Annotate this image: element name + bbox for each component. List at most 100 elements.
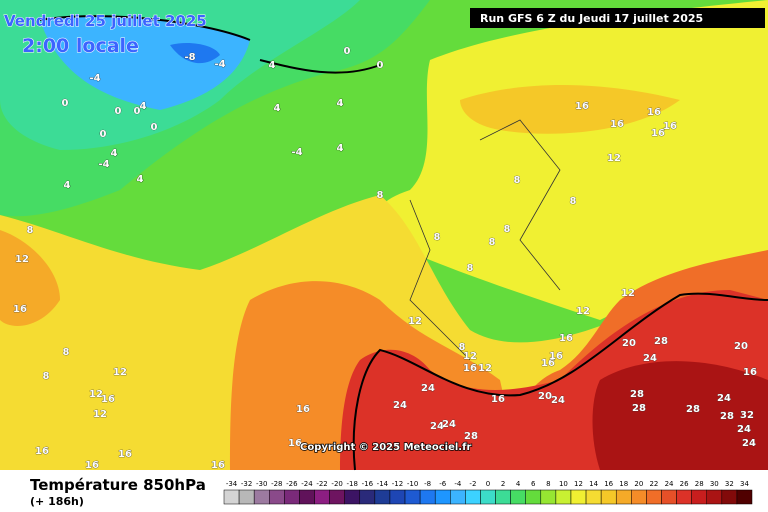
legend-swatch bbox=[434, 489, 451, 505]
contour-label: 0 bbox=[344, 46, 351, 57]
contour-label: 0 bbox=[151, 122, 158, 133]
contour-label: 12 bbox=[113, 367, 127, 378]
legend-tick-label: -2 bbox=[469, 480, 476, 488]
legend-tick-label: -8 bbox=[424, 480, 431, 488]
legend-swatch bbox=[314, 489, 330, 505]
contour-label: 24 bbox=[430, 421, 444, 432]
legend-tick-label: 30 bbox=[710, 480, 719, 488]
contour-label: 20 bbox=[734, 341, 748, 352]
contour-label: 8 bbox=[467, 263, 474, 274]
contour-label: 12 bbox=[93, 409, 107, 420]
contour-label: 16 bbox=[549, 351, 563, 362]
contour-label: 16 bbox=[101, 394, 115, 405]
zone-warm-north bbox=[460, 85, 680, 134]
legend-tick-label: 26 bbox=[680, 480, 689, 488]
contour-label: 16 bbox=[296, 404, 310, 415]
legend-swatch bbox=[465, 489, 481, 505]
contour-label: 0 bbox=[62, 98, 69, 109]
contour-label: 32 bbox=[740, 410, 754, 421]
contour-label: 4 bbox=[64, 180, 71, 191]
contour-label: 24 bbox=[717, 393, 731, 404]
contour-label: 28 bbox=[632, 403, 646, 414]
contour-label: 8 bbox=[504, 224, 511, 235]
contour-label: 8 bbox=[43, 371, 50, 382]
legend-swatch bbox=[374, 489, 391, 505]
contour-label: 16 bbox=[610, 119, 624, 130]
legend-swatch bbox=[691, 489, 707, 505]
legend-swatch bbox=[359, 489, 376, 505]
contour-label: 0 bbox=[134, 106, 141, 117]
legend-tick-label: 0 bbox=[486, 480, 490, 488]
legend-tick-label: -34 bbox=[226, 480, 238, 488]
zone-extreme bbox=[592, 361, 768, 470]
contour-label: 12 bbox=[463, 351, 477, 362]
isotherm-zero bbox=[39, 15, 381, 74]
legend-tick-label: -22 bbox=[316, 480, 327, 488]
contour-label: 4 bbox=[140, 101, 147, 112]
contour-label: 16 bbox=[118, 449, 132, 460]
contour-label: -8 bbox=[184, 52, 195, 63]
legend-swatch bbox=[404, 489, 421, 505]
legend-tick-label: 20 bbox=[634, 480, 643, 488]
contour-label: 8 bbox=[514, 175, 521, 186]
legend-swatch bbox=[570, 489, 587, 505]
legend-tick-label: 12 bbox=[574, 480, 583, 488]
contour-label: 8 bbox=[570, 196, 577, 207]
contour-label: 12 bbox=[621, 288, 635, 299]
contour-label: 4 bbox=[111, 148, 118, 159]
run-box bbox=[470, 8, 765, 28]
contour-label: 8 bbox=[63, 347, 70, 358]
legend-tick-label: 16 bbox=[604, 480, 613, 488]
isotherm-24 bbox=[352, 292, 768, 471]
contour-label: 4 bbox=[337, 98, 344, 109]
legend-swatch bbox=[299, 489, 315, 505]
contour-label: 16 bbox=[85, 460, 99, 471]
contour-label: 0 bbox=[377, 60, 384, 71]
contour-label: 8 bbox=[377, 190, 384, 201]
contour-label: 8 bbox=[434, 232, 441, 243]
legend-swatch bbox=[631, 489, 647, 505]
legend-swatch bbox=[284, 489, 300, 505]
zone-warm-west bbox=[0, 230, 60, 326]
legend-swatch bbox=[344, 489, 361, 505]
contour-label: 16 bbox=[647, 107, 661, 118]
legend-tick-label: -26 bbox=[286, 480, 298, 488]
footer-lead: (+ 186h) bbox=[30, 495, 84, 508]
contour-label: 24 bbox=[737, 424, 751, 435]
legend-tick-label: -32 bbox=[241, 480, 252, 488]
copyright: Copyright © 2025 Meteociel.fr bbox=[300, 442, 471, 453]
legend-tick-label: -14 bbox=[377, 480, 389, 488]
contour-label: 16 bbox=[35, 446, 49, 457]
legend-swatch bbox=[646, 489, 662, 505]
legend-swatch bbox=[615, 489, 632, 505]
legend-swatch bbox=[736, 489, 753, 505]
legend-swatch bbox=[419, 489, 436, 505]
contour-label: 24 bbox=[643, 353, 657, 364]
legend-tick-label: -12 bbox=[392, 480, 403, 488]
legend-swatch bbox=[389, 489, 406, 505]
forecast-date: Vendredi 25 juillet 2025 bbox=[4, 12, 207, 30]
contour-label: -4 bbox=[98, 159, 109, 170]
contour-label: 16 bbox=[211, 460, 225, 471]
contour-label: 0 bbox=[115, 106, 122, 117]
legend-tick-label: -6 bbox=[439, 480, 447, 488]
legend-tick-label: 18 bbox=[619, 480, 628, 488]
legend-swatch bbox=[450, 489, 466, 505]
legend-swatch bbox=[540, 489, 557, 505]
contour-label: 8 bbox=[459, 342, 466, 353]
contour-label: 4 bbox=[337, 143, 344, 154]
contour-label: 24 bbox=[421, 383, 435, 394]
contour-label: 28 bbox=[630, 389, 644, 400]
legend-swatch bbox=[480, 489, 496, 505]
legend-swatch bbox=[510, 489, 526, 505]
contour-label: 16 bbox=[491, 394, 505, 405]
run-info: Run GFS 6 Z du Jeudi 17 juillet 2025 bbox=[480, 12, 703, 25]
legend-swatch bbox=[721, 489, 738, 505]
contour-label: 16 bbox=[463, 363, 477, 374]
legend-swatch bbox=[676, 489, 692, 505]
contour-label: 12 bbox=[89, 389, 103, 400]
legend-swatch bbox=[495, 489, 511, 505]
contour-label: 28 bbox=[464, 431, 478, 442]
legend-tick-label: 34 bbox=[740, 480, 749, 488]
